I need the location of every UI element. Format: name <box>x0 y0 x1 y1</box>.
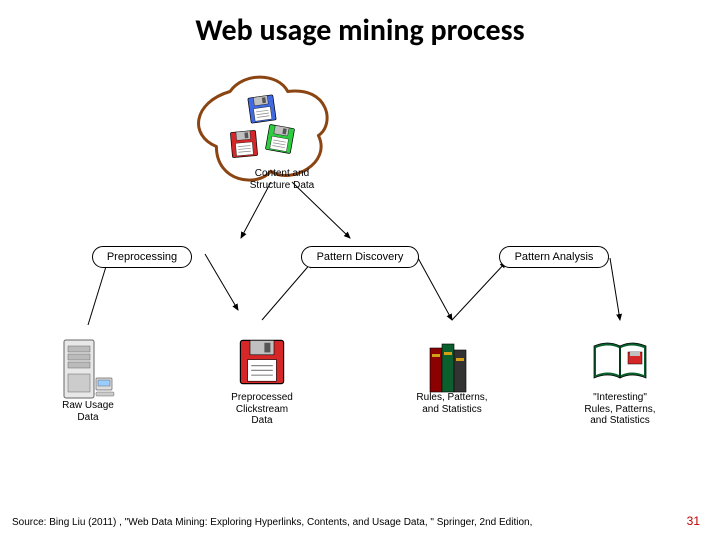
data-icon-interest <box>590 338 650 389</box>
data-label-rules: Rules, Patterns, and Statistics <box>416 392 487 415</box>
data-label-interest: "Interesting" Rules, Patterns, and Stati… <box>584 392 655 427</box>
data-icon-rules <box>424 338 480 399</box>
data-label-click: Preprocessed Clickstream Data <box>231 392 293 427</box>
cloud-label: Content and Structure Data <box>250 168 314 191</box>
process-anal: Pattern Analysis <box>499 246 609 268</box>
data-icon-raw <box>60 338 116 405</box>
arrow-layer <box>0 0 720 540</box>
data-icon-click <box>238 338 286 391</box>
cloud-floppy-2 <box>230 130 258 163</box>
process-disc: Pattern Discovery <box>301 246 419 268</box>
page-number: 31 <box>687 514 700 528</box>
process-pre: Preprocessing <box>92 246 192 268</box>
cloud-floppy-1 <box>266 125 294 158</box>
data-label-raw: Raw Usage Data <box>62 400 114 423</box>
footer-source: Source: Bing Liu (2011) , "Web Data Mini… <box>12 517 532 528</box>
